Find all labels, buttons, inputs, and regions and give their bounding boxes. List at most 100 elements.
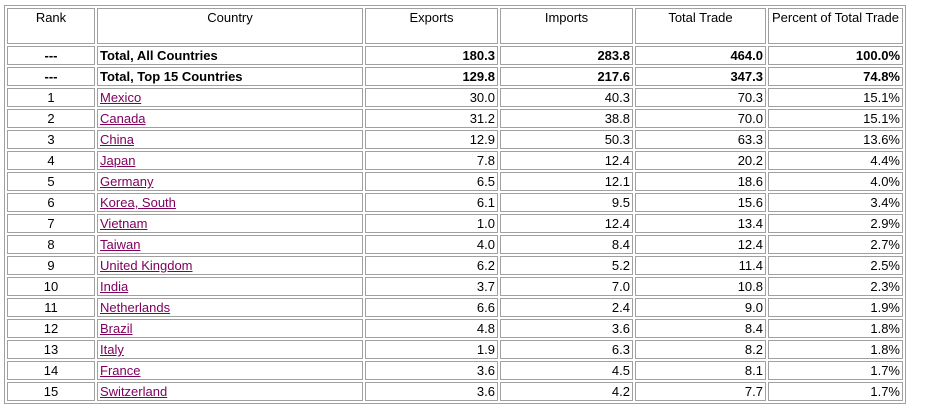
imports-cell: 2.4 <box>500 298 633 317</box>
table-row: 9 United Kingdom 6.2 5.2 11.4 2.5% <box>7 256 903 275</box>
rank-cell: --- <box>7 46 95 65</box>
country-cell: Total, All Countries <box>97 46 363 65</box>
table-row: 15 Switzerland 3.6 4.2 7.7 1.7% <box>7 382 903 401</box>
table-row: 14 France 3.6 4.5 8.1 1.7% <box>7 361 903 380</box>
rank-cell: 3 <box>7 130 95 149</box>
table-row: 3 China 12.9 50.3 63.3 13.6% <box>7 130 903 149</box>
total-trade-cell: 18.6 <box>635 172 766 191</box>
total-trade-cell: 9.0 <box>635 298 766 317</box>
rank-cell: 1 <box>7 88 95 107</box>
rank-cell: 14 <box>7 361 95 380</box>
percent-cell: 2.7% <box>768 235 903 254</box>
rank-cell: 8 <box>7 235 95 254</box>
country-link[interactable]: Germany <box>100 174 154 189</box>
total-trade-cell: 63.3 <box>635 130 766 149</box>
country-cell: Netherlands <box>97 298 363 317</box>
percent-cell: 4.0% <box>768 172 903 191</box>
total-trade-cell: 20.2 <box>635 151 766 170</box>
exports-cell: 6.2 <box>365 256 498 275</box>
exports-cell: 6.5 <box>365 172 498 191</box>
country-cell: Italy <box>97 340 363 359</box>
header-imports: Imports <box>500 8 633 44</box>
imports-cell: 12.4 <box>500 151 633 170</box>
imports-cell: 283.8 <box>500 46 633 65</box>
table-row: 11 Netherlands 6.6 2.4 9.0 1.9% <box>7 298 903 317</box>
imports-cell: 4.2 <box>500 382 633 401</box>
total-trade-cell: 15.6 <box>635 193 766 212</box>
percent-cell: 1.7% <box>768 382 903 401</box>
imports-cell: 12.1 <box>500 172 633 191</box>
country-link[interactable]: China <box>100 132 134 147</box>
percent-cell: 2.3% <box>768 277 903 296</box>
total-trade-cell: 70.3 <box>635 88 766 107</box>
exports-cell: 129.8 <box>365 67 498 86</box>
percent-cell: 15.1% <box>768 109 903 128</box>
trade-table-container: Rank Country Exports Imports Total Trade… <box>4 5 906 404</box>
imports-cell: 8.4 <box>500 235 633 254</box>
percent-cell: 4.4% <box>768 151 903 170</box>
total-trade-cell: 12.4 <box>635 235 766 254</box>
exports-cell: 7.8 <box>365 151 498 170</box>
percent-cell: 2.5% <box>768 256 903 275</box>
country-link[interactable]: Netherlands <box>100 300 171 315</box>
table-row: 5 Germany 6.5 12.1 18.6 4.0% <box>7 172 903 191</box>
table-body: --- Total, All Countries 180.3 283.8 464… <box>7 46 903 401</box>
exports-cell: 1.9 <box>365 340 498 359</box>
country-link[interactable]: Taiwan <box>100 237 141 252</box>
imports-cell: 12.4 <box>500 214 633 233</box>
country-cell: Canada <box>97 109 363 128</box>
header-percent-of-total-trade: Percent of Total Trade <box>768 8 903 44</box>
percent-cell: 13.6% <box>768 130 903 149</box>
rank-cell: 12 <box>7 319 95 338</box>
percent-cell: 15.1% <box>768 88 903 107</box>
rank-cell: 6 <box>7 193 95 212</box>
table-row: 10 India 3.7 7.0 10.8 2.3% <box>7 277 903 296</box>
total-trade-cell: 8.4 <box>635 319 766 338</box>
total-row-all-countries: --- Total, All Countries 180.3 283.8 464… <box>7 46 903 65</box>
country-link[interactable]: Brazil <box>100 321 133 336</box>
country-link[interactable]: Vietnam <box>100 216 148 231</box>
header-row: Rank Country Exports Imports Total Trade… <box>7 8 903 44</box>
table-row: 12 Brazil 4.8 3.6 8.4 1.8% <box>7 319 903 338</box>
rank-cell: 2 <box>7 109 95 128</box>
table-row: 1 Mexico 30.0 40.3 70.3 15.1% <box>7 88 903 107</box>
total-trade-cell: 10.8 <box>635 277 766 296</box>
exports-cell: 3.6 <box>365 382 498 401</box>
exports-cell: 4.0 <box>365 235 498 254</box>
imports-cell: 4.5 <box>500 361 633 380</box>
rank-cell: 4 <box>7 151 95 170</box>
imports-cell: 5.2 <box>500 256 633 275</box>
table-row: 2 Canada 31.2 38.8 70.0 15.1% <box>7 109 903 128</box>
country-link[interactable]: United Kingdom <box>100 258 193 273</box>
header-rank: Rank <box>7 8 95 44</box>
percent-cell: 3.4% <box>768 193 903 212</box>
country-link[interactable]: Japan <box>100 153 136 168</box>
country-link[interactable]: India <box>100 279 129 294</box>
imports-cell: 38.8 <box>500 109 633 128</box>
imports-cell: 6.3 <box>500 340 633 359</box>
total-trade-cell: 464.0 <box>635 46 766 65</box>
exports-cell: 30.0 <box>365 88 498 107</box>
table-row: 7 Vietnam 1.0 12.4 13.4 2.9% <box>7 214 903 233</box>
percent-cell: 74.8% <box>768 67 903 86</box>
country-link[interactable]: France <box>100 363 141 378</box>
country-link[interactable]: Mexico <box>100 90 142 105</box>
total-trade-cell: 7.7 <box>635 382 766 401</box>
imports-cell: 40.3 <box>500 88 633 107</box>
table-row: 8 Taiwan 4.0 8.4 12.4 2.7% <box>7 235 903 254</box>
table-row: 6 Korea, South 6.1 9.5 15.6 3.4% <box>7 193 903 212</box>
country-link[interactable]: Italy <box>100 342 124 357</box>
country-link[interactable]: Canada <box>100 111 146 126</box>
percent-cell: 1.9% <box>768 298 903 317</box>
percent-cell: 100.0% <box>768 46 903 65</box>
total-trade-cell: 11.4 <box>635 256 766 275</box>
country-cell: China <box>97 130 363 149</box>
country-link[interactable]: Switzerland <box>100 384 168 399</box>
table-row: 4 Japan 7.8 12.4 20.2 4.4% <box>7 151 903 170</box>
country-link[interactable]: Korea, South <box>100 195 176 210</box>
exports-cell: 31.2 <box>365 109 498 128</box>
country-cell: Total, Top 15 Countries <box>97 67 363 86</box>
rank-cell: 11 <box>7 298 95 317</box>
rank-cell: 15 <box>7 382 95 401</box>
percent-cell: 2.9% <box>768 214 903 233</box>
